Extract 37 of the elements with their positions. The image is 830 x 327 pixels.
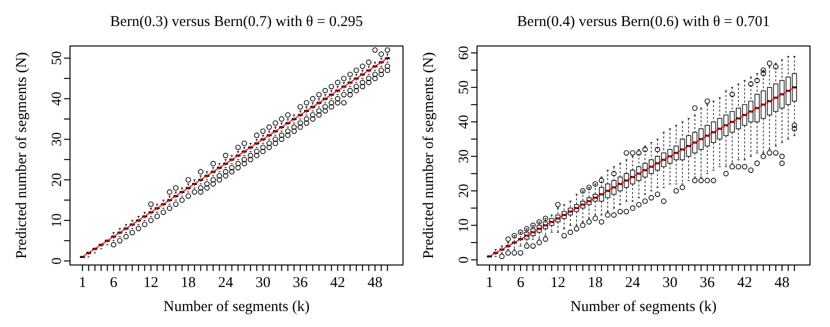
x-tick-label: 24 — [218, 275, 234, 291]
x-tick-label: 42 — [330, 275, 346, 291]
x-tick-label: 18 — [588, 275, 603, 291]
y-tick-label: 60 — [457, 46, 472, 60]
chart-title: Bern(0.3) versus Bern(0.7) with θ = 0.295 — [110, 14, 363, 30]
y-tick-label: 50 — [457, 80, 472, 94]
y-axis-title: Predicted number of segments (N) — [14, 52, 30, 259]
y-tick-label: 0 — [50, 257, 65, 264]
x-tick-label: 6 — [110, 275, 118, 291]
y-tick-label: 50 — [50, 51, 65, 66]
x-tick-label: 36 — [292, 275, 308, 291]
y-tick-label: 10 — [457, 218, 472, 232]
x-tick-label: 6 — [516, 275, 525, 291]
y-tick-label: 30 — [50, 132, 65, 146]
y-tick-label: 0 — [457, 256, 472, 264]
y-tick-label: 40 — [50, 92, 65, 106]
x-tick-label: 12 — [550, 275, 566, 291]
x-tick-label: 12 — [143, 275, 158, 291]
x-tick-label: 30 — [662, 275, 678, 291]
chart-title: Bern(0.4) versus Bern(0.6) with θ = 0.701 — [517, 14, 770, 30]
y-tick-label: 10 — [50, 213, 65, 228]
x-axis-title: Number of segments (k) — [570, 299, 717, 315]
x-tick-label: 18 — [180, 275, 196, 291]
x-tick-label: 48 — [774, 275, 790, 291]
x-tick-label: 1 — [486, 275, 494, 291]
y-tick-label: 20 — [50, 172, 65, 187]
y-tick-label: 40 — [457, 114, 472, 129]
x-tick-label: 24 — [625, 275, 641, 291]
y-tick-label: 20 — [457, 184, 472, 198]
x-axis-title: Number of segments (k) — [163, 299, 310, 315]
x-tick-label: 42 — [737, 275, 752, 291]
x-tick-label: 1 — [78, 275, 86, 291]
x-tick-label: 36 — [700, 275, 716, 291]
x-tick-label: 48 — [367, 275, 382, 291]
y-axis-title: Predicted number of segments (N) — [421, 52, 437, 259]
x-tick-label: 30 — [255, 275, 270, 291]
y-tick-label: 30 — [457, 149, 472, 164]
